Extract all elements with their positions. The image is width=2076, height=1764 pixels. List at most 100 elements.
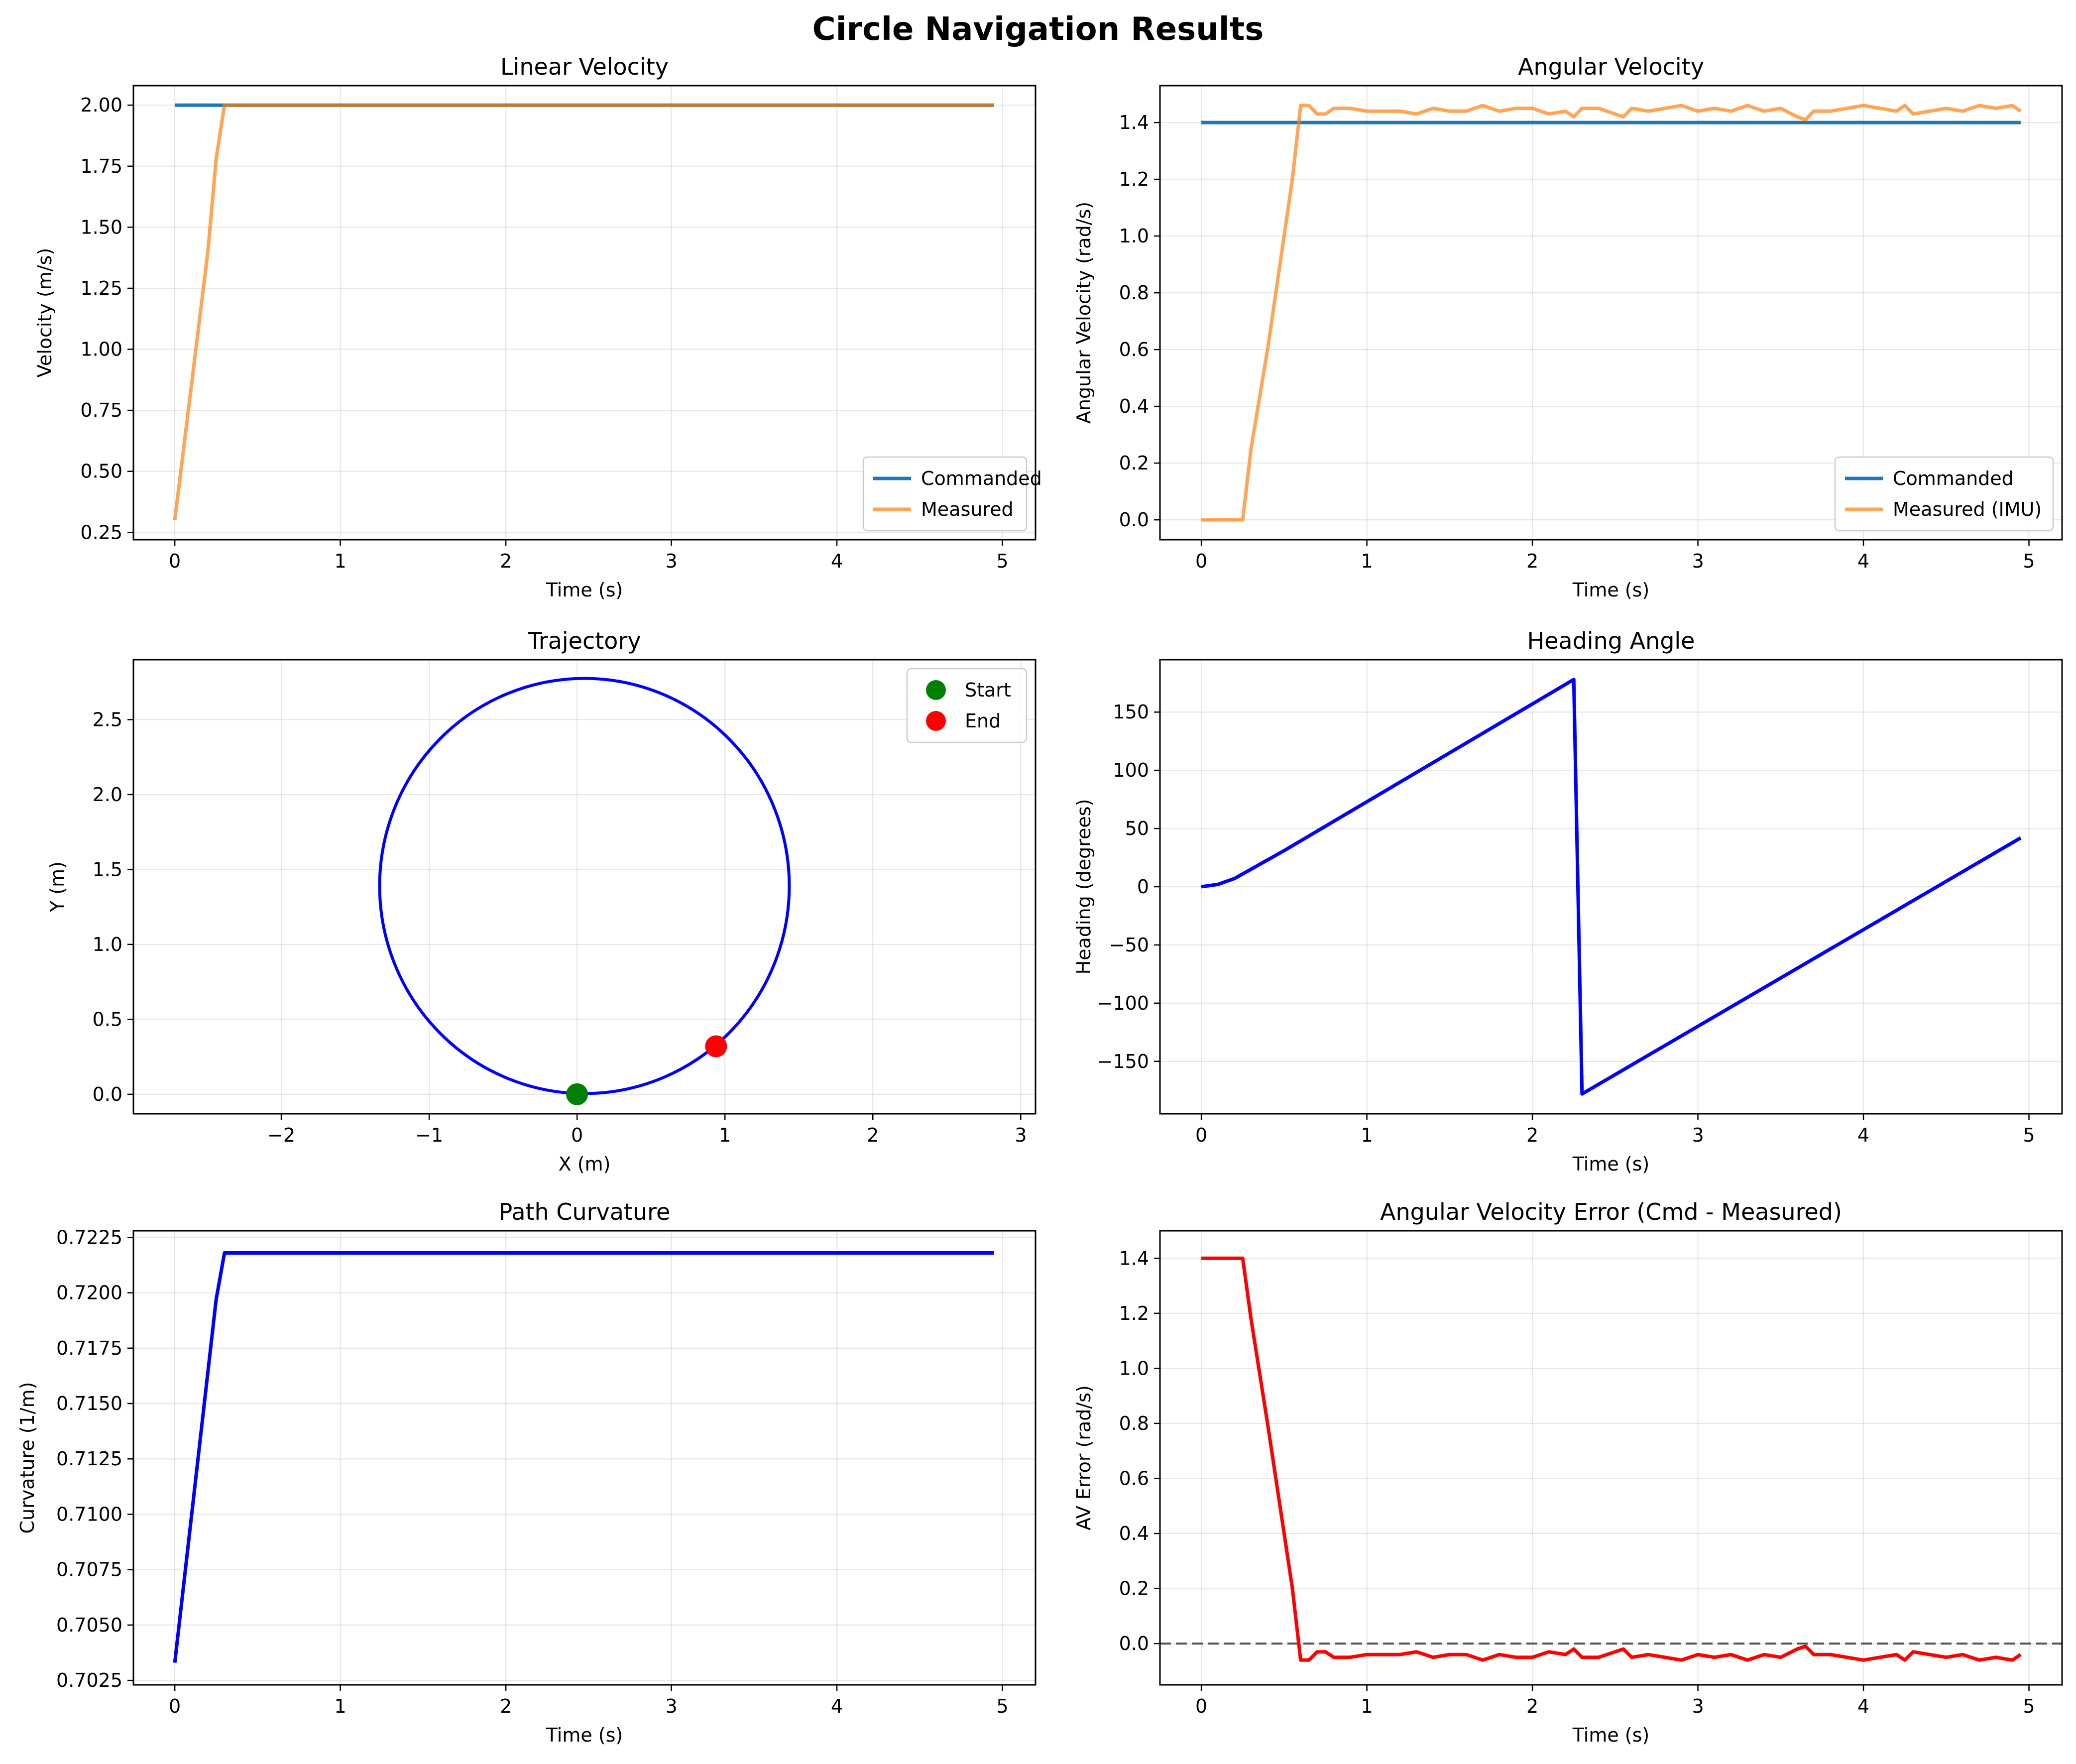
chart1-ytick-label-0: 0.25 — [80, 521, 122, 543]
chart3-axes-frame — [132, 659, 1037, 1115]
chart4-ytick-label-5: 100 — [1113, 759, 1149, 781]
chart5-ytick-label-0: 0.7025 — [56, 1669, 122, 1691]
chart5-ytick-label-7: 0.7200 — [56, 1282, 122, 1304]
chart2-xlabel: Time (s) — [1572, 579, 1650, 601]
chart3-xtick-label-3: 1 — [719, 1124, 731, 1146]
chart6-xtick-label-3: 3 — [1692, 1695, 1704, 1717]
chart1-legend-label-0: Commanded — [921, 468, 1042, 489]
chart1-ytick-label-2: 0.75 — [80, 399, 122, 421]
chart5-axes-frame — [132, 1230, 1037, 1686]
chart4: 0 1 2 3 4 5 −150 −100 −50 0 50 100 150 Heading Angle T… — [1073, 627, 2063, 1175]
chart2-xtick-label-5: 5 — [2023, 550, 2035, 572]
chart6: 0 1 2 3 4 5 0.0 0.2 0.4 0.6 0.8 1.0 1.2 1.4 Angular Ve… — [1073, 1198, 2063, 1746]
chart3-xtick-label-1: −1 — [415, 1124, 443, 1146]
chart4-xtick-label-4: 4 — [1857, 1124, 1869, 1146]
chart6-xtick-label-0: 0 — [1195, 1695, 1207, 1717]
chart4-xtick-label-1: 1 — [1361, 1124, 1373, 1146]
chart4-title: Heading Angle — [1527, 627, 1695, 654]
chart2-xtick-label-2: 2 — [1526, 550, 1538, 572]
chart4-xtick-label-3: 3 — [1692, 1124, 1704, 1146]
chart4-ytick-label-6: 150 — [1113, 701, 1149, 723]
chart4-ytick-label-4: 50 — [1125, 818, 1149, 839]
chart1-ytick-label-4: 1.25 — [80, 277, 122, 299]
chart5-xtick-label-5: 5 — [996, 1695, 1008, 1717]
chart1-xtick-label-4: 4 — [831, 550, 843, 572]
chart3-title: Trajectory — [527, 627, 641, 654]
chart4-ylabel: Heading (degrees) — [1073, 799, 1095, 975]
chart1-xlabel: Time (s) — [546, 579, 623, 601]
chart2-ytick-label-7: 1.4 — [1119, 112, 1149, 133]
chart5-ytick-label-5: 0.7150 — [56, 1393, 122, 1414]
chart5-series-0 — [173, 1251, 994, 1663]
chart2-xtick-label-3: 3 — [1692, 550, 1704, 572]
chart2-legend — [1834, 456, 2054, 532]
chart3-ytick-label-2: 1.0 — [93, 934, 122, 955]
chart5: 0 1 2 3 4 5 0.7025 0.7050 0.7075 0.7100 0.7125 0.71… — [16, 1198, 1037, 1746]
chart6-ytick-label-0: 0.0 — [1119, 1633, 1149, 1654]
chart3-ytick-label-1: 0.5 — [93, 1008, 122, 1030]
chart6-xlabel: Time (s) — [1572, 1724, 1650, 1746]
chart1-xtick-label-3: 3 — [665, 550, 677, 572]
chart5-xlabel: Time (s) — [546, 1724, 623, 1746]
chart4-xlabel: Time (s) — [1572, 1153, 1650, 1175]
chart3-marker-start — [566, 1083, 588, 1105]
chart2-axes-frame — [1159, 85, 2063, 541]
chart1-series-1 — [173, 103, 994, 521]
chart3-legend-label-0: Start — [965, 679, 1011, 701]
chart3-legend-swatch-0 — [926, 680, 946, 700]
chart3-ytick-label-0: 0.0 — [93, 1083, 122, 1105]
chart1-ytick-label-5: 1.50 — [80, 216, 122, 238]
chart4-xtick-label-2: 2 — [1526, 1124, 1538, 1146]
figure-title: Circle Navigation Results — [812, 11, 1264, 48]
chart2: 0 1 2 3 4 5 0.0 0.2 0.4 0.6 0.8 1.0 1.2 1.4 Angular Ve… — [1073, 53, 2063, 601]
chart6-xtick-label-4: 4 — [1857, 1695, 1869, 1717]
chart5-ytick-label-8: 0.7225 — [56, 1226, 122, 1248]
chart3-xlabel: X (m) — [559, 1153, 611, 1175]
chart2-ytick-label-4: 0.8 — [1119, 282, 1149, 304]
chart2-legend-label-1: Measured (IMU) — [1893, 498, 2042, 520]
chart5-ylabel: Curvature (1/m) — [16, 1382, 38, 1534]
chart6-xtick-label-5: 5 — [2023, 1695, 2035, 1717]
chart5-xtick-label-2: 2 — [500, 1695, 512, 1717]
chart2-ytick-label-6: 1.2 — [1119, 168, 1149, 190]
chart5-ytick-label-4: 0.7125 — [56, 1448, 122, 1470]
chart5-xtick-label-3: 3 — [665, 1695, 677, 1717]
chart6-title: Angular Velocity Error (Cmd - Measured) — [1380, 1198, 1842, 1225]
chart3-ytick-label-5: 2.5 — [93, 708, 122, 730]
chart5-xtick-label-4: 4 — [831, 1695, 843, 1717]
chart1-ylabel: Velocity (m/s) — [34, 248, 56, 377]
chart3-ytick-label-3: 1.5 — [93, 858, 122, 880]
chart3-trajectory-path — [378, 677, 791, 1095]
chart3: −2 −1 0 1 2 3 0.0 0.5 1.0 1.5 2.0 2.5 Trajectory X (m… — [46, 627, 1037, 1175]
chart3-xtick-label-0: −2 — [267, 1124, 295, 1146]
chart2-ytick-label-1: 0.2 — [1119, 452, 1149, 474]
chart1: 0 1 2 3 4 5 0.25 0.50 0.75 1.00 1.25 1.50 1.75 2.00 Li… — [34, 53, 1042, 601]
chart2-series-1 — [1201, 104, 2022, 522]
chart3-ytick-label-4: 2.0 — [93, 784, 122, 806]
chart6-ytick-label-6: 1.2 — [1119, 1302, 1149, 1324]
chart5-ytick-label-6: 0.7175 — [56, 1337, 122, 1359]
chart2-legend-label-0: Commanded — [1893, 468, 2014, 489]
chart1-axes-frame — [132, 85, 1037, 541]
chart6-ytick-label-2: 0.4 — [1119, 1523, 1149, 1544]
chart5-title: Path Curvature — [499, 1198, 671, 1225]
chart4-ytick-label-2: −50 — [1109, 934, 1149, 956]
chart2-ytick-label-2: 0.4 — [1119, 395, 1149, 417]
chart1-title: Linear Velocity — [500, 53, 669, 80]
chart3-marker-end — [705, 1035, 727, 1058]
chart1-xtick-label-0: 0 — [169, 550, 181, 572]
chart1-ytick-label-6: 1.75 — [80, 155, 122, 177]
chart1-legend-label-1: Measured — [921, 498, 1014, 520]
chart3-xtick-label-5: 3 — [1015, 1124, 1027, 1146]
chart1-ytick-label-1: 0.50 — [80, 461, 122, 482]
chart2-ytick-label-0: 0.0 — [1119, 509, 1149, 531]
chart2-ytick-label-5: 1.0 — [1119, 225, 1149, 247]
chart4-series-0 — [1201, 678, 2022, 1096]
chart6-ytick-label-4: 0.8 — [1119, 1412, 1149, 1434]
chart4-xtick-label-5: 5 — [2023, 1124, 2035, 1146]
chart6-xtick-label-1: 1 — [1361, 1695, 1373, 1717]
chart4-ytick-label-0: −150 — [1097, 1051, 1149, 1072]
chart5-ytick-label-3: 0.7100 — [56, 1503, 122, 1525]
chart1-legend — [862, 456, 1028, 532]
